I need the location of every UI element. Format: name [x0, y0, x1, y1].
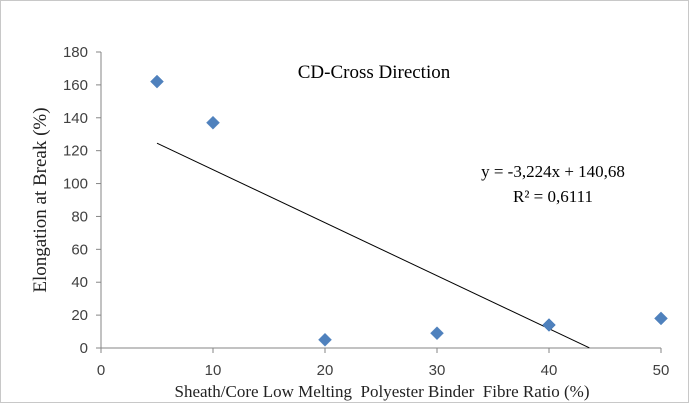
x-tick-label: 30	[429, 362, 446, 379]
data-point	[654, 311, 668, 326]
x-tick-label: 20	[317, 362, 334, 379]
data-point	[318, 332, 332, 347]
y-tick-label: 60	[71, 241, 88, 258]
data-point	[206, 115, 220, 130]
r-squared-label: R² = 0,6111	[513, 187, 593, 206]
y-tick-labels: 0 20 40 60 80 100 120 140 160 180	[63, 44, 88, 357]
x-tick-label: 40	[541, 362, 558, 379]
data-point	[542, 318, 556, 332]
y-tick-label: 140	[63, 110, 88, 127]
x-tick-label: 0	[97, 362, 105, 379]
x-tick-labels: 0 10 20 30 40 50	[97, 362, 670, 379]
y-tick-label: 100	[63, 176, 88, 193]
data-points	[150, 74, 668, 347]
data-point	[150, 74, 164, 89]
x-axis-title: Sheath/Core Low Melting Polyester Binder…	[174, 382, 589, 401]
y-tick-label: 180	[63, 44, 88, 61]
y-axis-title: Elongation at Break (%)	[30, 107, 51, 292]
x-tick-label: 50	[653, 362, 670, 379]
trendline	[156, 142, 590, 349]
trendline-group	[156, 142, 590, 349]
y-tick-label: 160	[63, 77, 88, 94]
y-tick-label: 40	[71, 274, 88, 291]
chart-title: CD-Cross Direction	[298, 62, 451, 83]
axes	[96, 51, 662, 353]
y-tick-label: 0	[80, 340, 88, 357]
x-tick-label: 10	[205, 362, 222, 379]
y-tick-label: 20	[71, 307, 88, 324]
trendline-equation: y = -3,224x + 140,68	[481, 162, 625, 181]
y-tick-label: 120	[63, 143, 88, 160]
data-point	[430, 326, 444, 341]
y-tick-label: 80	[71, 208, 88, 225]
